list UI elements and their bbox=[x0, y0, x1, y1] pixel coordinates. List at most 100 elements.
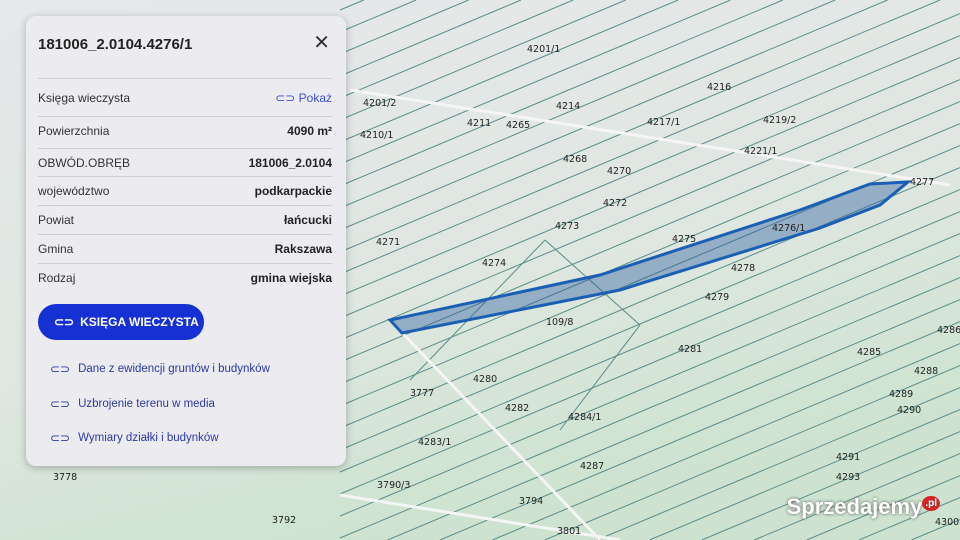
row-rodzaj: Rodzaj gmina wiejska bbox=[38, 263, 332, 291]
road bbox=[339, 493, 621, 540]
panel-title: 181006_2.0104.4276/1 bbox=[38, 36, 193, 53]
watermark-logo: Sprzedajemy .pl bbox=[787, 494, 940, 520]
boundary-line bbox=[339, 13, 960, 275]
boundary-line bbox=[559, 324, 641, 431]
boundary-line bbox=[339, 189, 960, 451]
parcel-number-label: 3801 bbox=[557, 526, 581, 537]
parcel-number-label: 4272 bbox=[603, 198, 627, 209]
row-powierzchnia: Powierzchnia 4090 m² bbox=[38, 116, 332, 144]
link-wymiary[interactable]: ⊂⊃ Wymiary działki i budynków bbox=[50, 431, 219, 445]
parcel-number-label: 4300 bbox=[935, 517, 959, 528]
row-wojewodztwo: województwo podkarpackie bbox=[38, 176, 332, 204]
pokaz-link[interactable]: ⊂⊃ Pokaż bbox=[275, 91, 332, 105]
boundary-line bbox=[339, 0, 888, 231]
row-gmina: Gmina Rakszawa bbox=[38, 234, 332, 262]
parcel-number-label: 4286 bbox=[937, 325, 960, 336]
parcel-number-label: 4285 bbox=[857, 347, 881, 358]
selected-parcel[interactable] bbox=[387, 180, 913, 335]
link-ewidencja[interactable]: ⊂⊃ Dane z ewidencji gruntów i budynków bbox=[50, 362, 270, 376]
parcel-number-label: 4273 bbox=[555, 221, 579, 232]
parcel-number-label: 4271 bbox=[376, 237, 400, 248]
parcel-number-label: 4287 bbox=[580, 461, 604, 472]
parcel-number-label: 3777 bbox=[410, 388, 434, 399]
row-powiat: Powiat łańcucki bbox=[38, 205, 332, 233]
boundary-line bbox=[596, 387, 960, 540]
row-value: Rakszawa bbox=[274, 241, 332, 256]
parcel-number-label: 109/8 bbox=[546, 317, 573, 328]
parcel-number-label: 4216 bbox=[707, 82, 731, 93]
road bbox=[388, 318, 602, 540]
parcel-number-label: 4265 bbox=[506, 120, 530, 131]
boundary-line bbox=[387, 299, 960, 540]
parcel-number-label: 4268 bbox=[563, 154, 587, 165]
parcel-info-panel: 181006_2.0104.4276/1 ✕ Księga wieczysta … bbox=[26, 16, 346, 466]
boundary-line bbox=[858, 497, 960, 540]
parcel-number-label: 4279 bbox=[705, 292, 729, 303]
row-label: Rodzaj bbox=[38, 270, 76, 285]
boundary-line bbox=[806, 475, 960, 540]
boundary-line bbox=[339, 211, 960, 473]
row-value: podkarpackie bbox=[254, 183, 332, 198]
boundary-line bbox=[339, 0, 679, 143]
parcel-number-label: 4275 bbox=[672, 234, 696, 245]
paperclip-icon: ⊂⊃ bbox=[275, 90, 296, 105]
boundary-line bbox=[339, 0, 574, 99]
link-label: Dane z ewidencji gruntów i budynków bbox=[78, 363, 270, 375]
boundary-line bbox=[409, 239, 546, 381]
paperclip-icon: ⊂⊃ bbox=[54, 315, 75, 329]
parcel-number-label: 4276/1 bbox=[772, 223, 805, 234]
boundary-line bbox=[339, 123, 960, 385]
row-value: 4090 m² bbox=[287, 123, 332, 138]
row-label: Powiat bbox=[38, 212, 75, 227]
boundary-line bbox=[339, 233, 960, 495]
boundary-line bbox=[339, 0, 522, 77]
parcel-number-label: 4283/1 bbox=[418, 437, 451, 448]
boundary-line bbox=[339, 35, 960, 297]
boundary-line bbox=[339, 277, 960, 539]
parcel-number-label: 4281 bbox=[678, 344, 702, 355]
boundary-line bbox=[339, 255, 960, 517]
boundary-line bbox=[339, 0, 364, 11]
boundary-line bbox=[701, 431, 960, 540]
row-label: Powierzchnia bbox=[38, 123, 110, 138]
close-icon[interactable]: ✕ bbox=[313, 32, 330, 54]
parcel-number-label: 4270 bbox=[607, 166, 631, 177]
link-uzbrojenie[interactable]: ⊂⊃ Uzbrojenie terenu w media bbox=[50, 397, 215, 411]
pokaz-label: Pokaż bbox=[298, 90, 332, 105]
boundary-line bbox=[339, 167, 960, 429]
parcel-number-label: 3790/3 bbox=[377, 480, 410, 491]
link-icon: ⊂⊃ bbox=[50, 431, 71, 445]
button-label: KSIĘGA WIECZYSTA bbox=[80, 315, 199, 329]
boundary-line bbox=[339, 0, 417, 33]
parcel-number-label: 4201/1 bbox=[527, 44, 560, 55]
parcel-number-label: 3794 bbox=[519, 496, 543, 507]
parcel-number-label: 4282 bbox=[505, 403, 529, 414]
parcel-number-label: 4211 bbox=[467, 118, 491, 129]
parcel-number-label: 4214 bbox=[556, 101, 580, 112]
boundary-line bbox=[339, 79, 960, 341]
link-icon: ⊂⊃ bbox=[50, 397, 71, 411]
row-label: Gmina bbox=[38, 241, 74, 256]
boundary-line bbox=[339, 0, 941, 253]
row-ksiega: Księga wieczysta ⊂⊃ Pokaż bbox=[38, 78, 332, 116]
parcel-number-label: 3792 bbox=[272, 515, 296, 526]
parcel-number-label: 4274 bbox=[482, 258, 506, 269]
boundary-line bbox=[649, 409, 960, 540]
parcel-number-label: 4210/1 bbox=[360, 130, 393, 141]
row-value: 181006_2.0104 bbox=[248, 155, 332, 170]
parcel-number-label: 4221/1 bbox=[744, 146, 777, 157]
link-icon: ⊂⊃ bbox=[50, 362, 71, 376]
boundary-line bbox=[439, 321, 960, 540]
boundary-line bbox=[339, 0, 836, 209]
ksiega-wieczysta-button[interactable]: ⊂⊃ KSIĘGA WIECZYSTA bbox=[38, 304, 204, 340]
boundary-line bbox=[339, 101, 960, 363]
link-label: Uzbrojenie terenu w media bbox=[78, 398, 215, 410]
parcel-number-label: 4201/2 bbox=[363, 98, 396, 109]
parcel-number-label: 3778 bbox=[53, 472, 77, 483]
boundary-line bbox=[339, 0, 469, 55]
boundary-line bbox=[339, 0, 784, 187]
parcel-number-label: 4289 bbox=[889, 389, 913, 400]
parcel-number-label: 4217/1 bbox=[647, 117, 680, 128]
parcel-number-label: 4291 bbox=[836, 452, 860, 463]
boundary-line bbox=[754, 453, 960, 540]
